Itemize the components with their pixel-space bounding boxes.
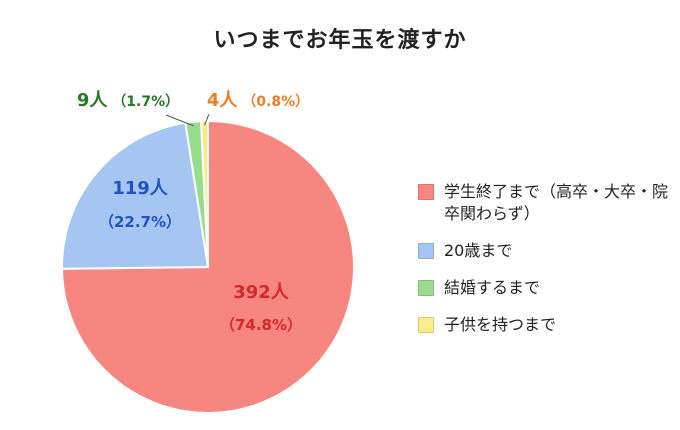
legend-swatch (418, 243, 434, 259)
legend: 学生終了まで（高卒・大卒・院卒関わらず） 20歳まで結婚するまで 子供を持つまで (418, 181, 678, 351)
legend-label: 20歳まで (444, 241, 513, 260)
slice-count-label: 392人 (233, 282, 290, 303)
legend-label: 子供を持つまで (444, 315, 557, 334)
legend-item: 20歳まで (418, 240, 678, 262)
slice-count-label: 119人 (112, 178, 169, 199)
legend-swatch (418, 184, 434, 200)
slice-percent-label: （0.8%） (237, 94, 309, 110)
leader-line (204, 113, 210, 126)
legend-label: 結婚するまで (444, 278, 541, 297)
pie-slice (199, 119, 209, 268)
legend-item: 学生終了まで（高卒・大卒・院卒関わらず） (418, 181, 678, 225)
slice-outer-label: 9人 （1.7%） (77, 90, 179, 111)
slice-percent-label: （1.7%） (107, 94, 179, 110)
pie-slice (61, 121, 210, 270)
chart-title: いつまでお年玉を渡すか (213, 28, 467, 53)
legend-label: 学生終了まで（高卒・大卒・院卒関わらず） (444, 182, 669, 223)
legend-swatch (418, 280, 434, 296)
slice-count-label: 9人 (77, 90, 109, 111)
legend-item: 子供を持つまで (418, 314, 678, 336)
legend-item: 結婚するまで (418, 277, 678, 299)
slice-percent-label: （22.7%） (99, 213, 181, 231)
slice-percent-label: （74.8%） (220, 316, 302, 334)
slice-count-label: 4人 (207, 90, 239, 111)
slice-outer-label: 4人 （0.8%） (207, 90, 309, 111)
leader-line (165, 114, 194, 127)
legend-swatch (418, 317, 434, 333)
